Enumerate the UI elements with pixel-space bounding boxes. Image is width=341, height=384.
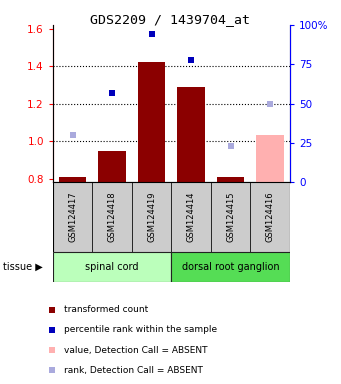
Text: rank, Detection Call = ABSENT: rank, Detection Call = ABSENT — [64, 366, 203, 375]
Bar — [171, 182, 211, 252]
Bar — [98, 151, 126, 182]
Bar — [59, 177, 86, 182]
Bar — [211, 182, 250, 252]
Text: GSM124417: GSM124417 — [68, 192, 77, 242]
Bar — [53, 182, 92, 252]
Text: value, Detection Call = ABSENT: value, Detection Call = ABSENT — [64, 346, 207, 355]
Text: GDS2209 / 1439704_at: GDS2209 / 1439704_at — [90, 13, 251, 26]
Bar — [53, 252, 171, 282]
Text: GSM124414: GSM124414 — [187, 192, 196, 242]
Bar — [250, 182, 290, 252]
Text: transformed count: transformed count — [64, 305, 148, 314]
Text: percentile rank within the sample: percentile rank within the sample — [64, 325, 217, 334]
Text: dorsal root ganglion: dorsal root ganglion — [182, 262, 279, 272]
Bar — [171, 252, 290, 282]
Text: GSM124415: GSM124415 — [226, 192, 235, 242]
Text: GSM124419: GSM124419 — [147, 192, 156, 242]
Bar — [138, 61, 165, 182]
Text: spinal cord: spinal cord — [85, 262, 139, 272]
Text: tissue ▶: tissue ▶ — [3, 262, 43, 272]
Bar — [177, 87, 205, 182]
Bar — [256, 135, 284, 182]
Bar — [92, 182, 132, 252]
Bar — [217, 177, 244, 182]
Text: GSM124418: GSM124418 — [108, 192, 117, 242]
Text: GSM124416: GSM124416 — [266, 192, 275, 242]
Bar — [132, 182, 171, 252]
